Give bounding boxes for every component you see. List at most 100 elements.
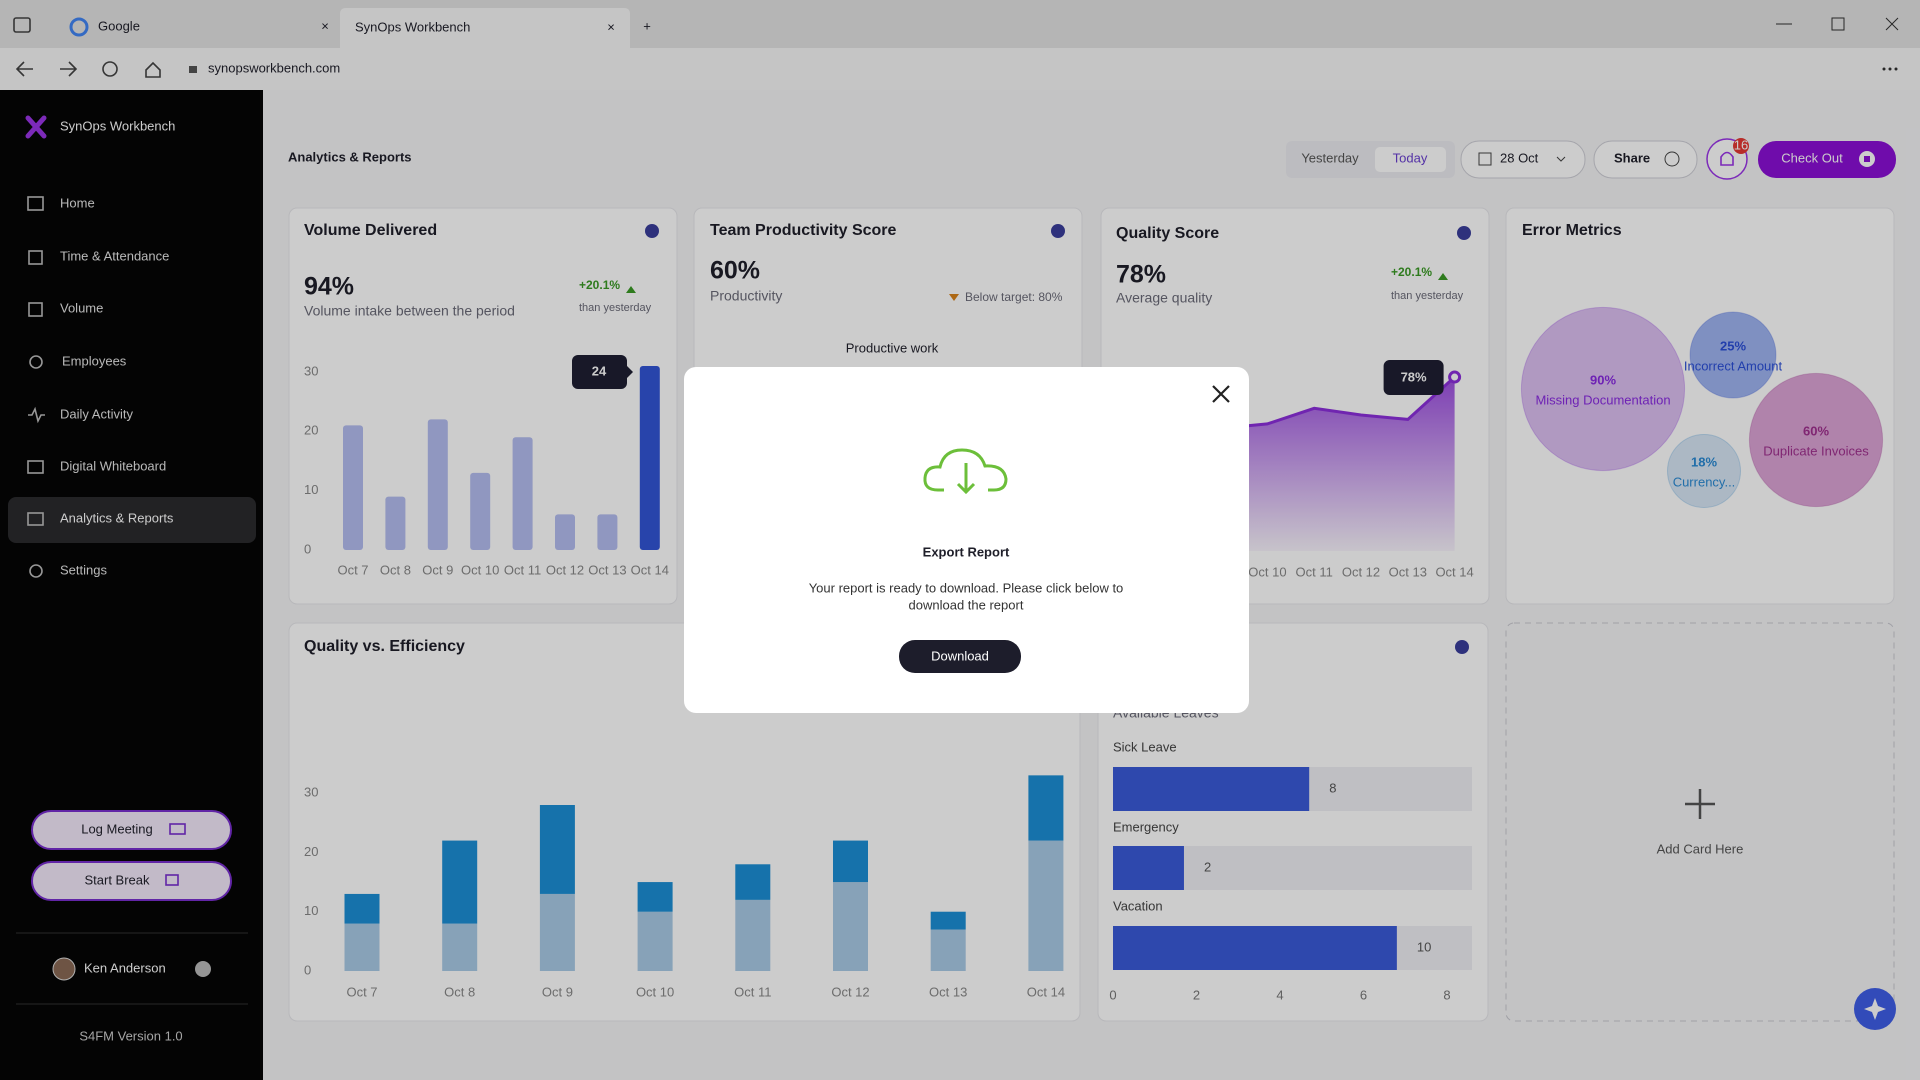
download-label[interactable]: Download (931, 648, 989, 663)
reload[interactable] (102, 61, 118, 77)
forward[interactable] (60, 61, 78, 77)
bar (597, 514, 618, 550)
card-action[interactable] (645, 224, 659, 238)
x-tick-label: Oct 10 (461, 562, 499, 577)
period-option[interactable]: Today (1393, 150, 1428, 165)
url[interactable]: synopsworkbench.com (208, 60, 340, 75)
nav-item[interactable]: Volume (60, 300, 103, 315)
bubble (1689, 311, 1777, 399)
period-active[interactable] (1375, 147, 1446, 172)
y-tick-label: 30 (304, 785, 318, 800)
x-tick-label: Oct 12 (1342, 564, 1380, 579)
new-tab[interactable]: + (643, 18, 651, 33)
add-card-label[interactable]: Add Card Here (1657, 841, 1744, 856)
tab-actions[interactable] (13, 17, 31, 33)
address-bar (0, 48, 1920, 90)
log-meeting-button[interactable] (31, 810, 232, 850)
card-action[interactable] (1455, 640, 1469, 654)
user-name[interactable]: Ken Anderson (84, 960, 166, 975)
sparkle-icon (1864, 998, 1886, 1020)
x-tick-label: Oct 14 (1435, 564, 1473, 579)
button-icon (169, 823, 186, 835)
nav-item[interactable]: Home (60, 195, 95, 210)
kpi-subtitle: Volume intake between the period (304, 303, 515, 319)
check-out-label[interactable]: Check Out (1781, 150, 1843, 165)
bar (343, 425, 363, 550)
modal: Export Report Your report is ready to do… (684, 367, 1249, 713)
nav-icon (27, 512, 44, 526)
nav-item[interactable]: Settings (60, 562, 107, 577)
bar (1113, 846, 1184, 890)
tab-close[interactable]: × (321, 18, 329, 33)
x-tick-label: Oct 11 (504, 562, 541, 577)
change: +20.1% (579, 278, 620, 292)
google-icon (69, 17, 89, 37)
chevron (1556, 156, 1566, 162)
card-action[interactable] (1051, 224, 1065, 238)
down-arrow (949, 294, 959, 301)
count-label: 2 (1204, 859, 1211, 874)
x-tick-label: 6 (1360, 987, 1367, 1002)
share-label[interactable]: Share (1614, 150, 1650, 165)
bar-segment (539, 805, 575, 894)
x-tick-label: 2 (1193, 987, 1200, 1002)
bar-label: Vacation (1113, 898, 1163, 913)
brand: SynOps Workbench (60, 118, 175, 133)
share-button[interactable] (1593, 140, 1698, 179)
start-break-button[interactable] (31, 861, 232, 901)
sidebar (0, 90, 263, 1080)
nav-item[interactable]: Daily Activity (60, 406, 133, 421)
nav-item[interactable]: Time & Attendance (60, 248, 169, 263)
bar-segment (930, 911, 966, 930)
active-tab[interactable] (340, 8, 630, 48)
menu[interactable] (1894, 67, 1898, 71)
add-icon[interactable] (1685, 789, 1715, 819)
change-note: than yesterday (579, 302, 652, 314)
kpi-subtitle: Productivity (710, 288, 782, 304)
nav-item[interactable]: Digital Whiteboard (60, 458, 166, 473)
card-title: Team Productivity Score (710, 222, 897, 239)
y-tick-label: 10 (304, 482, 318, 497)
change: +20.1% (1391, 265, 1432, 279)
card-title: Quality Score (1116, 225, 1219, 242)
error-card (1505, 207, 1895, 605)
card-action[interactable] (1457, 226, 1471, 240)
check-out-icon (1864, 156, 1870, 162)
menu[interactable] (1888, 67, 1892, 71)
add-card[interactable] (1505, 622, 1895, 1022)
cloud-icon (923, 448, 1008, 492)
nav-item[interactable]: Analytics & Reports (60, 510, 174, 525)
nav-item[interactable]: Employees (62, 353, 127, 368)
y-tick-label: 20 (304, 844, 318, 859)
tooltip-pointer (627, 366, 633, 378)
leaves-card (1097, 622, 1489, 1022)
date[interactable]: 28 Oct (1500, 150, 1539, 165)
date-picker[interactable] (1460, 140, 1586, 179)
tab-close[interactable]: × (607, 19, 615, 34)
period-option[interactable]: Yesterday (1301, 150, 1359, 165)
bar-segment (442, 840, 478, 924)
x-tick-label: Oct 13 (929, 984, 967, 999)
badge (1733, 138, 1749, 154)
menu[interactable] (1882, 67, 1886, 71)
button-label[interactable]: Log Meeting (81, 821, 153, 836)
download-button[interactable] (899, 640, 1021, 673)
bar-segment (637, 882, 673, 912)
tab-title[interactable]: SynOps Workbench (355, 19, 470, 34)
tooltip (572, 355, 627, 389)
check-out-button[interactable] (1758, 141, 1896, 178)
x-tick-label: Oct 7 (346, 984, 377, 999)
close-window[interactable] (1885, 17, 1899, 31)
bar (385, 496, 406, 550)
user-menu[interactable] (195, 961, 211, 977)
home-button[interactable] (145, 61, 161, 78)
back[interactable] (15, 61, 33, 77)
maximize[interactable] (1831, 17, 1845, 31)
bubble (1748, 372, 1884, 508)
count-label: 8 (1329, 780, 1336, 795)
tab-title[interactable]: Google (98, 18, 140, 33)
modal-close[interactable] (1212, 385, 1230, 403)
kpi: 78% (1116, 261, 1166, 289)
button-label[interactable]: Start Break (84, 872, 150, 887)
